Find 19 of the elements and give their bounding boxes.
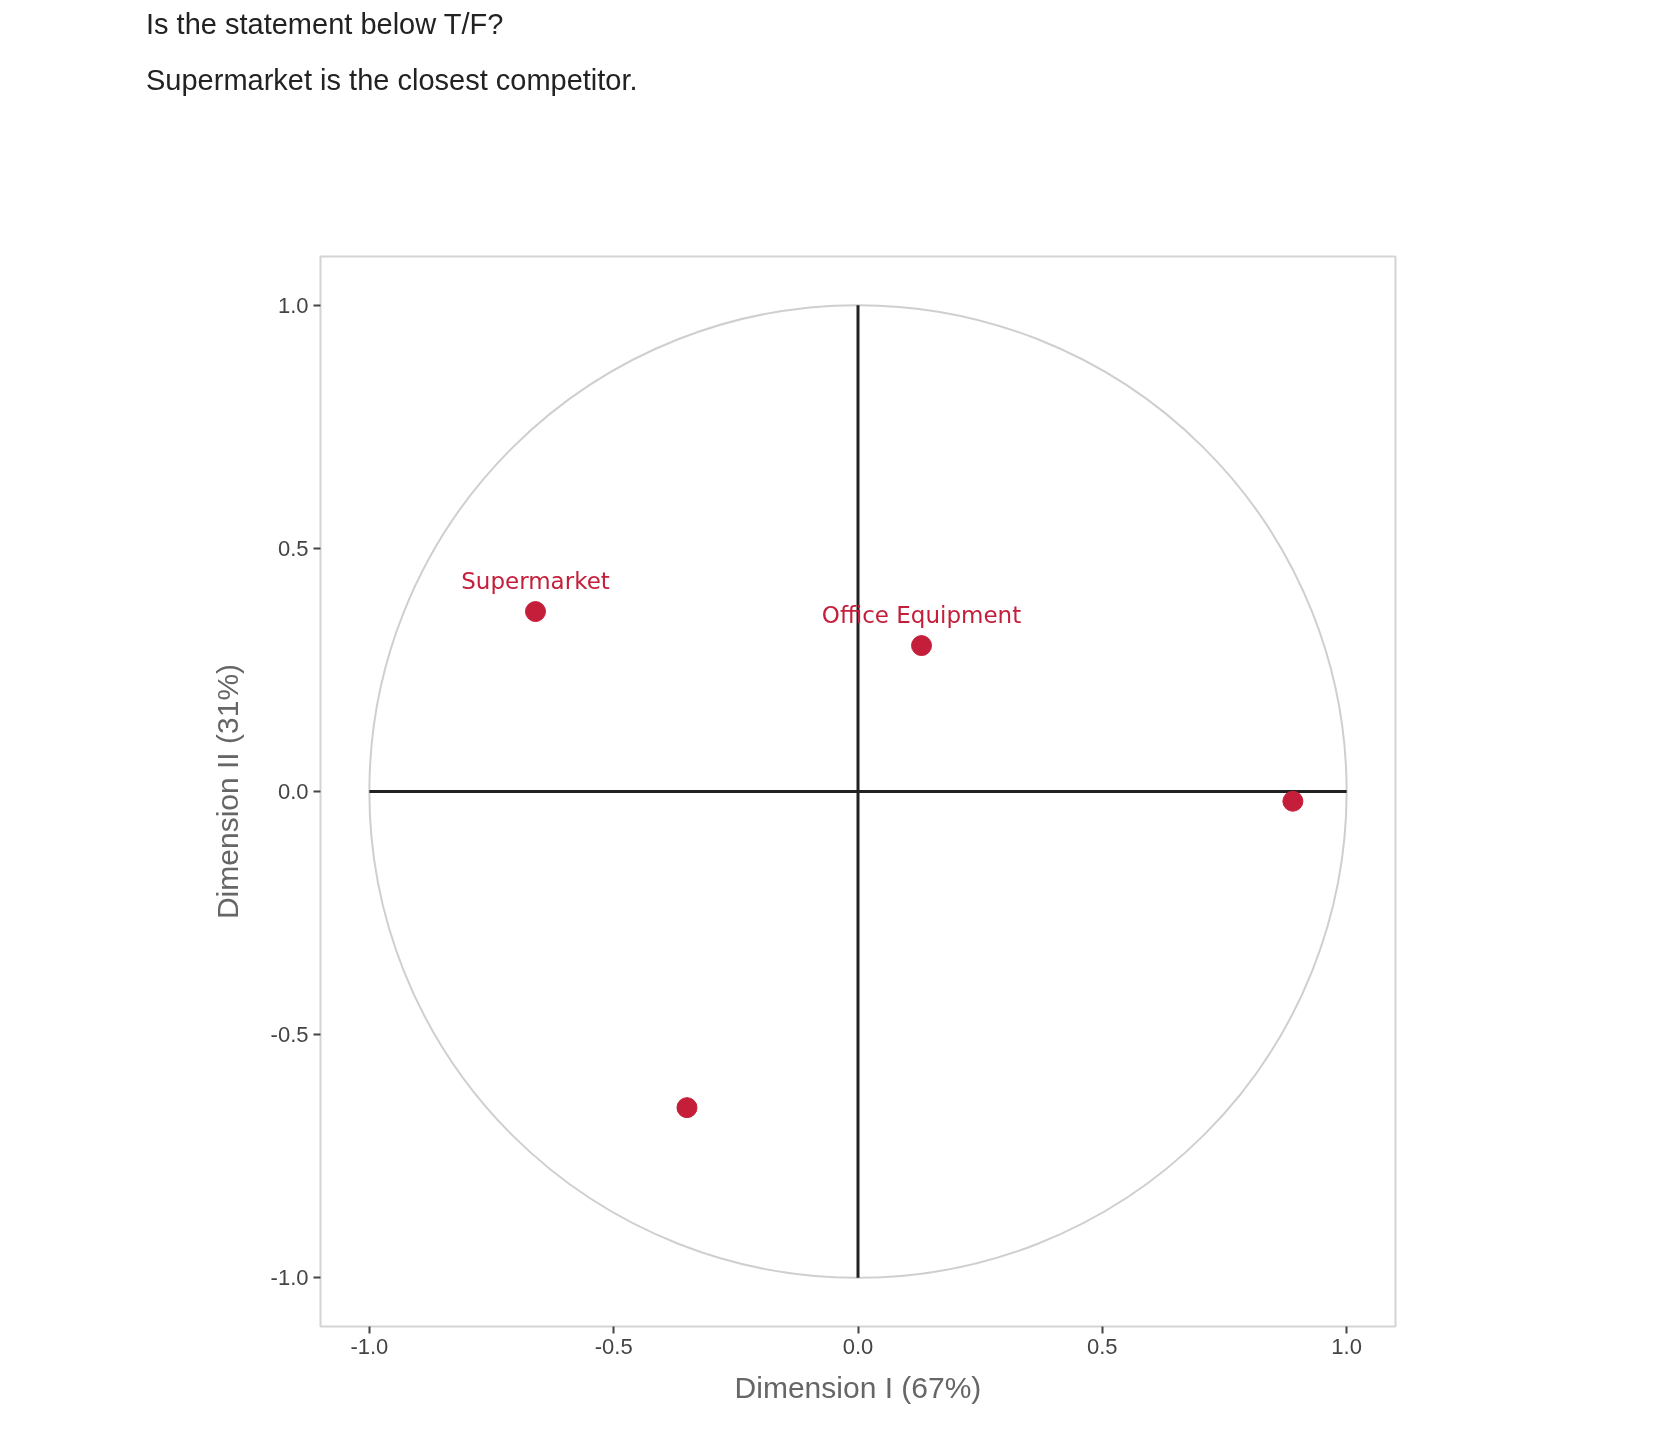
x-axis-title: Dimension I (67%) — [734, 1370, 982, 1404]
x-tick-label: 0.0 — [842, 1333, 874, 1359]
y-tick-label: -1.0 — [270, 1265, 309, 1291]
point — [525, 601, 546, 623]
y-axis-title: Dimension II (31%) — [210, 663, 244, 920]
y-tick-label: -0.5 — [270, 1022, 309, 1048]
y-tick-label: 0.5 — [277, 535, 309, 561]
x-tick-label: 0.5 — [1087, 1333, 1118, 1359]
x-tick-label: -1.0 — [350, 1333, 389, 1359]
x-tick-label: 1.0 — [1331, 1333, 1362, 1359]
chart-subtitle: Supermarket is the closest competitor. — [146, 63, 638, 98]
x-tick-label: -0.5 — [594, 1333, 633, 1359]
y-tick-label: 1.0 — [277, 292, 309, 318]
annotation: Supermarket — [461, 567, 610, 594]
point — [676, 1097, 698, 1119]
chart-title: Is the statement below T/F? — [146, 7, 504, 42]
y-tick-label: 0.0 — [277, 779, 309, 804]
point — [1282, 790, 1304, 812]
point — [911, 635, 933, 657]
